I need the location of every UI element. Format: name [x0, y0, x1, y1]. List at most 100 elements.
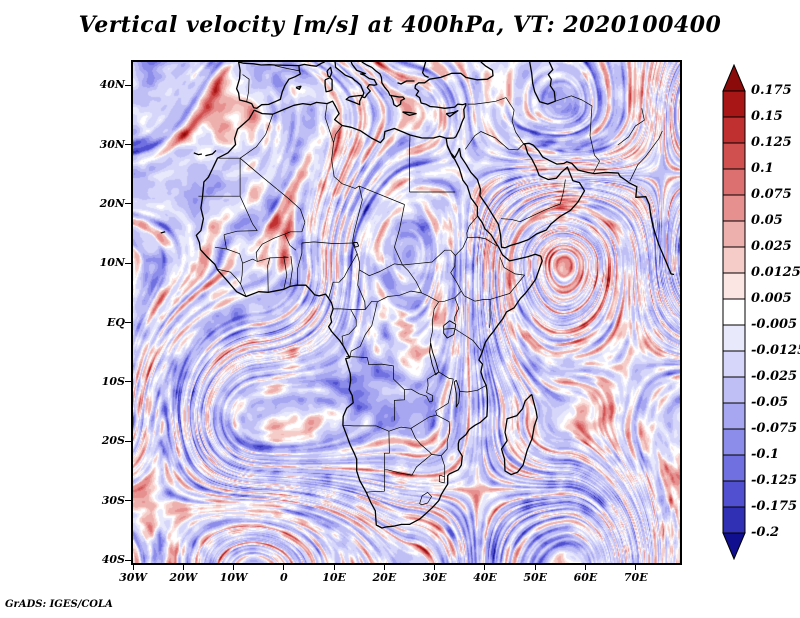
country-border: [465, 131, 524, 151]
coastline: [295, 85, 302, 90]
country-border: [453, 297, 460, 322]
country-border: [226, 248, 243, 264]
country-border: [297, 243, 303, 285]
x-tick-label: 30W: [119, 571, 147, 584]
y-tick-mark: [125, 440, 131, 442]
country-border: [499, 257, 525, 276]
coastline: [326, 66, 333, 78]
coastline: [402, 111, 417, 117]
x-tick-mark: [383, 565, 385, 570]
colorbar-segment: [722, 480, 746, 508]
country-border: [274, 65, 300, 72]
colorbar-segment: [722, 142, 746, 170]
x-tick-label: 0: [279, 571, 288, 584]
country-border: [267, 257, 271, 293]
colorbar-value-label: -0.2: [751, 525, 780, 540]
y-tick-mark: [125, 262, 131, 264]
country-border: [333, 308, 366, 310]
colorbar-value-label: 0.15: [751, 109, 783, 124]
x-tick-label: 10E: [322, 571, 346, 584]
plot-title: Vertical velocity [m/s] at 400hPa, VT: 2…: [78, 12, 722, 38]
country-border: [242, 74, 250, 102]
lake-outline: [453, 379, 461, 408]
country-border: [450, 255, 465, 297]
country-border: [240, 263, 247, 297]
y-tick-label: 20S: [101, 434, 125, 448]
country-border: [346, 356, 405, 390]
coastline: [397, 80, 415, 85]
map-outlines: [160, 62, 675, 529]
colorbar-value-label: -0.1: [751, 447, 780, 462]
country-border: [409, 134, 411, 192]
country-border: [450, 237, 468, 256]
country-border: [443, 328, 455, 330]
country-border: [331, 142, 343, 184]
y-tick-label: 40S: [101, 553, 125, 567]
colorbar-value-label: 0.005: [751, 291, 792, 306]
y-tick-mark: [125, 559, 131, 561]
country-border: [328, 242, 358, 299]
country-border: [438, 474, 446, 484]
country-border: [356, 253, 361, 270]
country-border: [402, 249, 451, 266]
y-tick-label: 40N: [99, 78, 125, 92]
colorbar-segment: [722, 168, 746, 196]
lake-outline: [352, 242, 360, 248]
country-border: [239, 157, 306, 223]
country-border: [359, 263, 403, 277]
country-border: [467, 97, 507, 105]
lake-outline: [443, 320, 457, 339]
country-border: [351, 186, 363, 244]
coastline: [205, 149, 217, 157]
country-border: [333, 125, 343, 143]
colorbar-segment: [722, 324, 746, 352]
country-border: [242, 258, 258, 264]
colorbar-value-label: -0.075: [751, 421, 798, 436]
country-border: [454, 328, 482, 351]
country-border: [589, 105, 600, 174]
x-tick-mark: [534, 565, 536, 570]
country-border: [357, 269, 366, 310]
country-border: [404, 371, 439, 403]
credit-text: GrADS: IGES/COLA: [5, 599, 113, 610]
x-tick-mark: [283, 565, 285, 570]
x-tick-label: 20E: [372, 571, 397, 584]
country-border: [217, 157, 241, 197]
colorbar-segment: [722, 350, 746, 378]
colorbar-segment: [722, 506, 746, 534]
y-tick-mark: [125, 381, 131, 383]
colorbar-value-label: -0.175: [751, 499, 798, 514]
country-border: [217, 268, 241, 285]
country-border: [440, 455, 446, 477]
colorbar-value-label: -0.025: [751, 369, 798, 384]
x-tick-mark: [333, 565, 335, 570]
country-border: [431, 454, 442, 456]
country-border: [438, 371, 454, 380]
country-border: [284, 222, 306, 235]
colorbar-segment: [722, 298, 746, 326]
colorbar-segment: [722, 376, 746, 404]
country-border: [467, 236, 498, 247]
country-border: [464, 295, 490, 302]
country-border: [555, 95, 593, 107]
country-border: [342, 424, 412, 432]
country-border: [301, 241, 353, 244]
x-tick-mark: [434, 565, 436, 570]
colorbar-value-label: 0.175: [751, 83, 792, 98]
country-border: [410, 428, 432, 455]
country-border: [436, 414, 451, 456]
country-border: [545, 179, 566, 211]
country-border: [394, 204, 405, 266]
coastline: [235, 62, 302, 109]
country-border: [365, 290, 422, 310]
country-border: [505, 97, 524, 145]
country-border: [459, 384, 488, 393]
colorbar-value-label: 0.025: [751, 239, 792, 254]
x-tick-label: 40E: [473, 571, 497, 584]
coastline: [324, 77, 333, 93]
colorbar-segment: [722, 402, 746, 430]
y-tick-mark: [125, 144, 131, 145]
y-tick-mark: [125, 322, 131, 324]
x-tick-label: 10W: [219, 571, 248, 584]
coastline: [193, 152, 203, 156]
